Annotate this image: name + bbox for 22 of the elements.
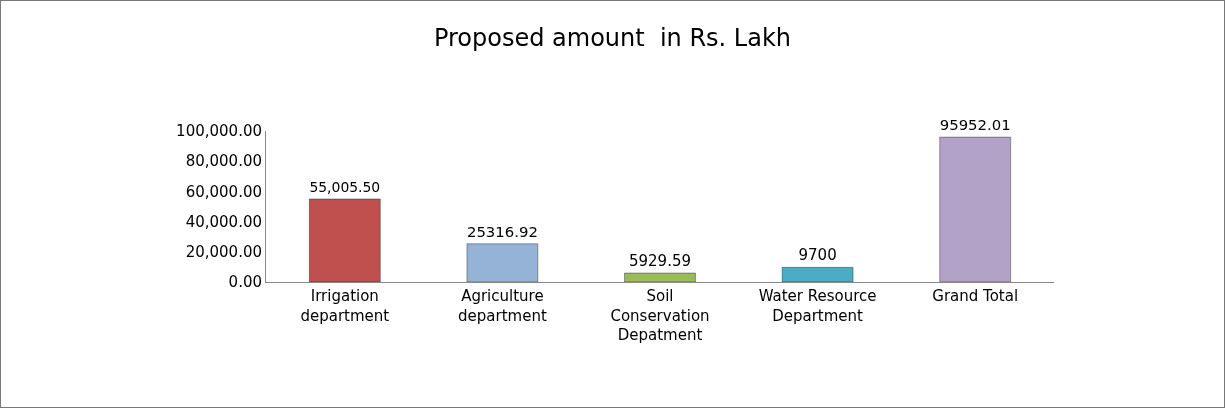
data-label: 5929.59: [628, 252, 692, 271]
bar: [466, 243, 539, 282]
y-tick-label: 0.00: [228, 273, 262, 292]
data-label: 25316.92: [466, 222, 538, 241]
x-tick-label: Agriculture department: [458, 287, 547, 325]
x-tick-label: Irrigation department: [300, 287, 390, 325]
y-tick-label: 20,000.00: [185, 243, 262, 262]
bar: [939, 136, 1012, 282]
y-tick-label: 60,000.00: [185, 182, 262, 201]
bar: [624, 272, 696, 282]
bar: [308, 198, 381, 282]
bar: [781, 266, 854, 282]
x-tick-label: Grand Total: [932, 287, 1019, 305]
x-tick-label: Water Resource Department: [758, 287, 877, 325]
y-tick-label: 40,000.00: [185, 212, 262, 231]
x-tick-label: Soil Conservation Depatment: [610, 287, 710, 344]
y-tick-label: 80,000.00: [185, 152, 262, 171]
data-label: 95952.01: [939, 116, 1011, 135]
data-label: 9700: [798, 246, 837, 265]
chart-title: Proposed amount in Rs. Lakh: [433, 24, 792, 53]
y-tick-label: 100,000.00: [176, 122, 262, 141]
data-label: 55,005.50: [309, 179, 381, 196]
